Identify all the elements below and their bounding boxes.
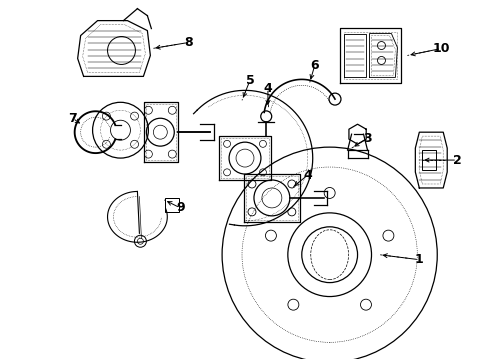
Text: 3: 3 — [363, 132, 372, 145]
Text: 10: 10 — [433, 42, 450, 55]
Text: 7: 7 — [68, 112, 77, 125]
Text: 4: 4 — [303, 168, 312, 181]
Text: 8: 8 — [184, 36, 193, 49]
Text: 4: 4 — [264, 82, 272, 95]
Text: 2: 2 — [453, 154, 462, 167]
Text: 9: 9 — [176, 201, 185, 215]
Text: 1: 1 — [415, 253, 424, 266]
Text: 6: 6 — [311, 59, 319, 72]
Text: 5: 5 — [245, 74, 254, 87]
